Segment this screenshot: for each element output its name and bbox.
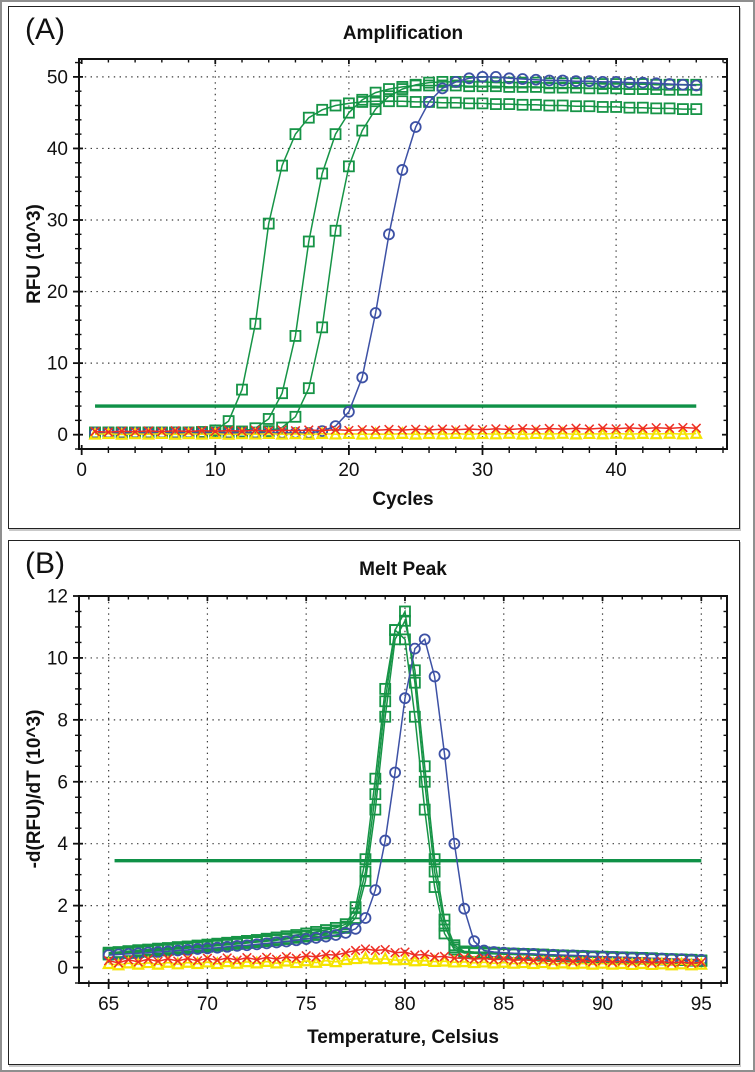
svg-text:20: 20 [338,460,359,481]
gridlines [79,596,727,983]
plot-border [78,595,728,984]
series-green-squares-1 [89,95,703,439]
axis-ticks [73,59,727,455]
svg-text:6: 6 [57,772,68,793]
svg-text:0: 0 [57,958,68,979]
series-green-squares-3 [102,624,708,967]
melt-peak-chart: 65 70 75 80 85 90 95 0 2 4 6 8 10 12 [47,587,728,1016]
svg-text:10: 10 [205,460,226,481]
tick-labels: 0 10 20 30 40 0 10 20 30 40 50 [47,67,627,481]
series-green-squares-2 [102,614,708,967]
gridlines [79,59,727,449]
series-red-x [103,944,707,969]
svg-text:30: 30 [472,460,493,481]
svg-text:95: 95 [691,994,712,1015]
svg-text:40: 40 [606,460,627,481]
svg-text:65: 65 [98,994,119,1015]
axis-ticks [73,595,727,989]
svg-text:8: 8 [57,710,68,731]
svg-text:10: 10 [47,354,68,375]
panel-b-xaxis-label: Temperature, Celsius [307,1027,499,1048]
amplification-chart: 0 10 20 30 40 0 10 20 30 40 50 [47,58,728,481]
svg-text:85: 85 [493,994,514,1015]
panel-a-yaxis-label: RFU (10^3) [24,204,45,304]
panel-b-title: Melt Peak [359,559,447,580]
svg-text:4: 4 [57,834,68,855]
panel-b-letter: (B) [25,547,65,580]
svg-text:10: 10 [47,648,68,669]
series-yellow-triangles [88,425,703,440]
series-green-squares-2 [89,79,703,439]
panel-b-yaxis-label: -d(RFU)/dT (10^3) [24,709,45,869]
svg-text:50: 50 [47,67,68,88]
svg-text:80: 80 [394,994,415,1015]
svg-text:75: 75 [296,994,317,1015]
panel-a: (A) Amplification 0 10 20 30 40 0 10 20 30 40 50 C… [8,6,740,529]
svg-text:2: 2 [57,896,68,917]
panel-b: (B) Melt Peak 65 70 75 80 85 90 95 0 2 4 6 8 10 12 Te… [8,540,740,1065]
series-blue-circles [89,70,703,439]
svg-text:0: 0 [76,460,87,481]
tick-labels: 65 70 75 80 85 90 95 0 2 4 6 8 10 12 [47,587,712,1016]
svg-text:0: 0 [57,425,68,446]
svg-text:12: 12 [47,587,68,608]
svg-text:40: 40 [47,139,68,160]
panel-a-letter: (A) [25,13,65,46]
panel-a-title: Amplification [342,23,464,44]
series-red-x [90,422,702,437]
plot-border [78,58,728,450]
svg-text:30: 30 [47,211,68,232]
svg-text:90: 90 [592,994,613,1015]
series-green-squares-3 [89,75,703,439]
svg-text:70: 70 [197,994,218,1015]
svg-text:20: 20 [47,282,68,303]
panel-a-xaxis-label: Cycles [372,489,434,510]
